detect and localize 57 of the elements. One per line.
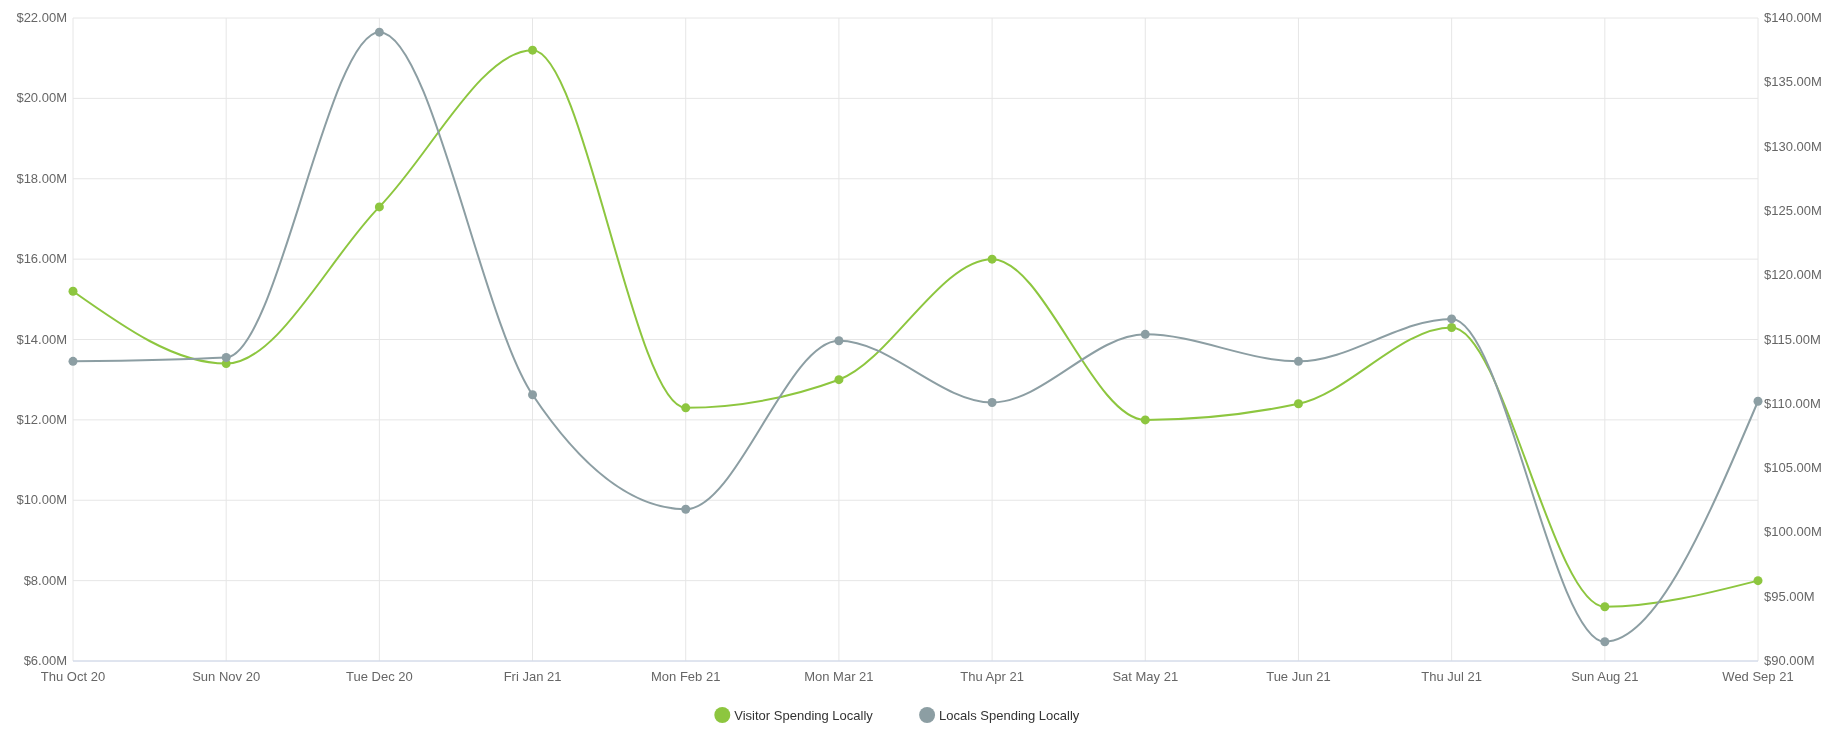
point xyxy=(528,45,538,55)
legend-label: Visitor Spending Locally xyxy=(734,707,874,723)
point xyxy=(68,286,78,296)
point xyxy=(1600,637,1610,647)
point xyxy=(987,398,997,408)
x-tick-label: Mon Feb 21 xyxy=(651,669,721,684)
point xyxy=(1293,356,1303,366)
y2-tick-label: $100.00M xyxy=(1764,524,1822,540)
y-tick-label: $8.00M xyxy=(23,572,67,588)
y-tick-label: $16.00M xyxy=(16,251,67,267)
point xyxy=(834,336,844,346)
y2-tick-label: $120.00M xyxy=(1764,267,1822,283)
point xyxy=(1600,602,1610,612)
y2-tick-label: $105.00M xyxy=(1764,460,1822,476)
x-tick-label: Thu Jul 21 xyxy=(1421,669,1482,684)
y-tick-label: $6.00M xyxy=(23,653,67,668)
x-tick-label: Thu Apr 21 xyxy=(960,669,1024,684)
x-tick-label: Mon Mar 21 xyxy=(804,669,874,684)
point xyxy=(528,390,538,400)
y2-tick-label: $115.00M xyxy=(1764,331,1821,347)
y2-tick-label: $130.00M xyxy=(1764,138,1822,154)
x-tick-label: Thu Oct 20 xyxy=(40,669,106,684)
point xyxy=(1447,322,1457,332)
y2-tick-label: $135.00M xyxy=(1764,74,1822,90)
y2-tick-label: $95.00M xyxy=(1764,588,1815,604)
x-tick-label: Wed Sep 21 xyxy=(1722,669,1794,684)
point xyxy=(834,375,844,385)
point xyxy=(1753,576,1763,586)
x-tick-label: Sun Nov 20 xyxy=(192,669,261,684)
y-tick-label: $14.00M xyxy=(16,331,67,347)
y2-tick-label: $110.00M xyxy=(1764,395,1821,411)
point xyxy=(1447,314,1457,324)
point xyxy=(221,353,231,362)
y2-tick-label: $90.00M xyxy=(1764,653,1815,668)
x-tick-label: Sun Aug 21 xyxy=(1571,669,1639,684)
y-tick-label: $22.00M xyxy=(16,10,67,25)
point xyxy=(681,403,691,413)
x-tick-label: Fri Jan 21 xyxy=(503,669,562,684)
x-tick-label: Tue Dec 20 xyxy=(346,669,413,684)
point xyxy=(987,254,997,264)
legend-label: Locals Spending Locally xyxy=(939,707,1080,723)
point xyxy=(374,202,384,212)
x-tick-label: Tue Jun 21 xyxy=(1266,669,1331,684)
point xyxy=(1293,399,1303,409)
point xyxy=(374,27,384,37)
point xyxy=(1140,329,1150,339)
point xyxy=(68,356,78,366)
y-tick-label: $10.00M xyxy=(16,492,67,508)
y2-tick-label: $125.00M xyxy=(1764,202,1822,218)
point xyxy=(681,504,691,514)
x-tick-label: Sat May 21 xyxy=(1112,669,1179,684)
y-tick-label: $20.00M xyxy=(16,90,67,106)
y-tick-label: $18.00M xyxy=(16,170,67,186)
y-tick-label: $12.00M xyxy=(16,411,67,427)
point xyxy=(1140,415,1150,425)
y2-tick-label: $140.00M xyxy=(1764,10,1822,25)
point xyxy=(1753,396,1763,406)
